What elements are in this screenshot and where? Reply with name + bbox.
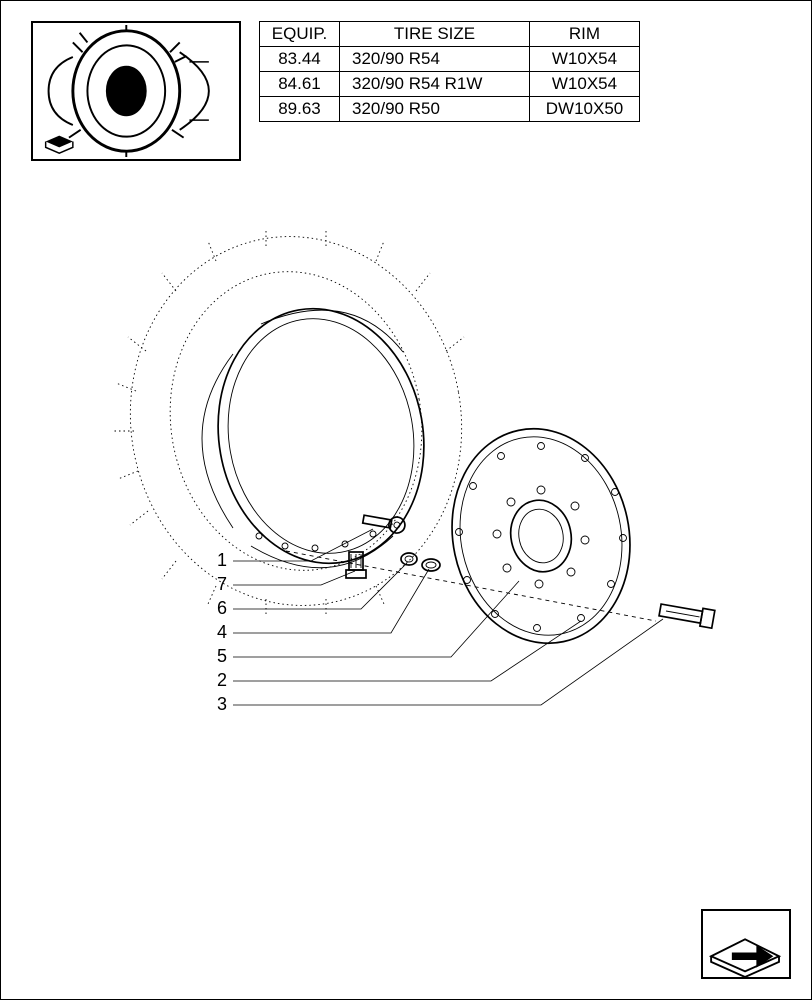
col-header-rim: RIM	[530, 22, 640, 47]
cell-equip: 84.61	[260, 72, 340, 97]
cell-equip: 89.63	[260, 97, 340, 122]
col-header-equip: EQUIP.	[260, 22, 340, 47]
table-row: 89.63 320/90 R50 DW10X50	[260, 97, 640, 122]
cell-equip: 83.44	[260, 47, 340, 72]
exploded-diagram: .thin { fill:none; stroke:#000; stroke-w…	[111, 261, 731, 801]
table-row: 83.44 320/90 R54 W10X54	[260, 47, 640, 72]
col-header-tire: TIRE SIZE	[340, 22, 530, 47]
equipment-table: EQUIP. TIRE SIZE RIM 83.44 320/90 R54 W1…	[259, 21, 640, 122]
cell-rim: W10X54	[530, 72, 640, 97]
table-header-row: EQUIP. TIRE SIZE RIM	[260, 22, 640, 47]
next-page-arrow-icon	[701, 909, 791, 979]
tire-assembly-icon	[31, 21, 241, 161]
cell-tire: 320/90 R50	[340, 97, 530, 122]
cell-rim: W10X54	[530, 47, 640, 72]
cell-tire: 320/90 R54	[340, 47, 530, 72]
table-row: 84.61 320/90 R54 R1W W10X54	[260, 72, 640, 97]
cell-tire: 320/90 R54 R1W	[340, 72, 530, 97]
page: EQUIP. TIRE SIZE RIM 83.44 320/90 R54 W1…	[0, 0, 812, 1000]
cell-rim: DW10X50	[530, 97, 640, 122]
